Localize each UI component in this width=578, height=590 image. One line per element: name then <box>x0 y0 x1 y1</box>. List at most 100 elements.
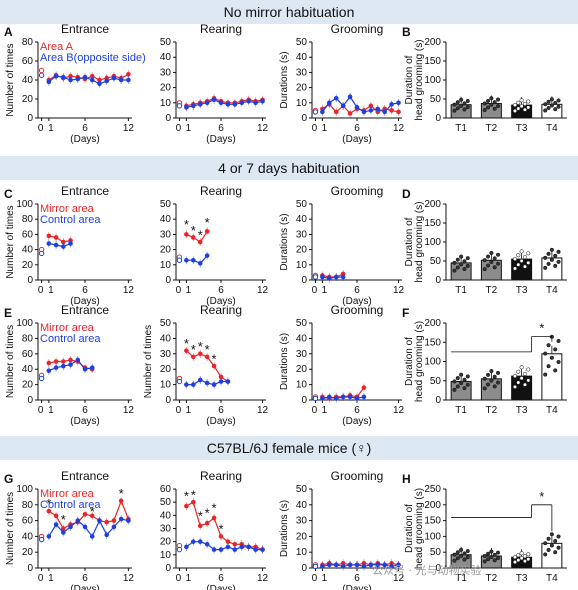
watermark-text: 公众号 · 光与动物实验 <box>372 564 482 577</box>
individual-dot <box>455 257 460 262</box>
data-point <box>46 360 52 366</box>
significance-star: * <box>184 217 189 232</box>
y-tick-label: 0 <box>301 563 307 574</box>
y-tick-label: 100 <box>16 199 33 210</box>
data-point <box>53 242 59 248</box>
data-point <box>104 532 109 538</box>
significance-star: * <box>184 489 189 504</box>
data-point <box>68 241 73 246</box>
individual-dot <box>543 108 548 113</box>
data-point <box>118 77 124 83</box>
data-point <box>368 562 374 568</box>
x-tick-label: T3 <box>516 123 528 134</box>
individual-dot <box>522 107 528 112</box>
x-tick-label: 12 <box>393 405 405 416</box>
chart-H: 0 50 100 150 200 250 Duration of head grooming … <box>402 472 567 584</box>
individual-dot <box>516 253 521 258</box>
legend-entry: Area A <box>40 41 74 53</box>
y-tick-label: 40 <box>160 333 172 344</box>
baseline-point <box>312 274 319 280</box>
x-tick-label: T2 <box>486 405 498 416</box>
x-axis-label: (Days) <box>342 584 371 590</box>
individual-dot <box>495 370 501 376</box>
individual-dot <box>522 559 528 564</box>
individual-dot <box>485 551 491 556</box>
y-tick-label: 150 <box>424 337 441 348</box>
individual-dot <box>522 382 528 387</box>
y-axis-label: Durations (s) <box>279 333 290 390</box>
individual-dot <box>455 265 460 270</box>
data-point <box>211 363 217 369</box>
x-tick-label: T4 <box>546 573 558 584</box>
x-tick-label: 12 <box>257 573 269 584</box>
individual-dot <box>495 97 501 102</box>
data-point <box>89 365 95 370</box>
data-point <box>53 73 59 79</box>
significance-star: * <box>198 508 203 523</box>
data-point <box>218 100 224 106</box>
data-point <box>260 98 265 104</box>
y-tick-label: 40 <box>22 531 34 542</box>
y-tick-label: 50 <box>296 37 308 48</box>
individual-dot <box>482 559 487 564</box>
baseline-point <box>176 546 183 553</box>
x-tick-label: 0 <box>38 285 44 296</box>
individual-dot <box>485 98 491 103</box>
y-tick-label: 0 <box>435 113 441 124</box>
x-tick-label: 1 <box>186 285 192 296</box>
data-point <box>82 524 88 530</box>
panel-letter: F <box>402 306 409 320</box>
data-point <box>75 357 81 363</box>
individual-dot <box>495 380 501 385</box>
data-point <box>46 534 52 539</box>
individual-dot <box>553 550 558 555</box>
legend-entry: Mirror area <box>40 488 95 500</box>
data-point <box>253 547 258 552</box>
data-point <box>320 396 325 401</box>
significance-star: * <box>191 487 196 502</box>
individual-dot <box>519 556 524 561</box>
significance-star: * <box>191 223 196 238</box>
individual-dot <box>553 368 558 373</box>
data-point <box>61 239 66 245</box>
y-tick-label: 10 <box>296 547 308 558</box>
individual-dot <box>522 101 528 106</box>
data-point <box>89 77 95 83</box>
y-tick-label: 80 <box>22 500 34 511</box>
data-point <box>197 260 203 266</box>
data-point <box>89 534 95 539</box>
data-point <box>396 100 401 106</box>
y-axis-label: Number of times <box>5 205 16 278</box>
individual-dot <box>462 377 467 382</box>
data-point <box>361 394 367 400</box>
individual-dot <box>482 267 487 272</box>
chart-title: Grooming <box>331 184 384 198</box>
individual-dot <box>465 382 470 387</box>
individual-dot <box>489 250 494 256</box>
data-point <box>75 518 81 523</box>
data-point <box>211 382 217 387</box>
y-axis-label: head grooming (s) <box>414 201 425 282</box>
individual-dot <box>455 106 460 111</box>
y-tick-label: 50 <box>430 376 442 387</box>
individual-dot <box>492 552 497 557</box>
individual-dot <box>556 338 561 344</box>
x-tick-label: 0 <box>38 123 44 134</box>
individual-dot <box>489 554 494 560</box>
individual-dot <box>549 543 554 548</box>
y-tick-label: 60 <box>22 56 34 67</box>
individual-dot <box>462 266 467 272</box>
data-point <box>320 274 325 280</box>
individual-dot <box>495 556 501 561</box>
individual-dot <box>549 247 554 252</box>
y-tick-label: 50 <box>160 497 172 508</box>
section-band-female-mice: C57BL/6J female mice (♀) <box>0 436 578 460</box>
x-axis-label: (Days) <box>342 296 371 307</box>
y-tick-label: 100 <box>16 318 33 329</box>
data-point <box>333 274 339 280</box>
x-tick-label: 12 <box>123 573 135 584</box>
individual-dot <box>526 552 531 557</box>
x-tick-label: 0 <box>176 405 182 416</box>
individual-dot <box>495 261 501 266</box>
